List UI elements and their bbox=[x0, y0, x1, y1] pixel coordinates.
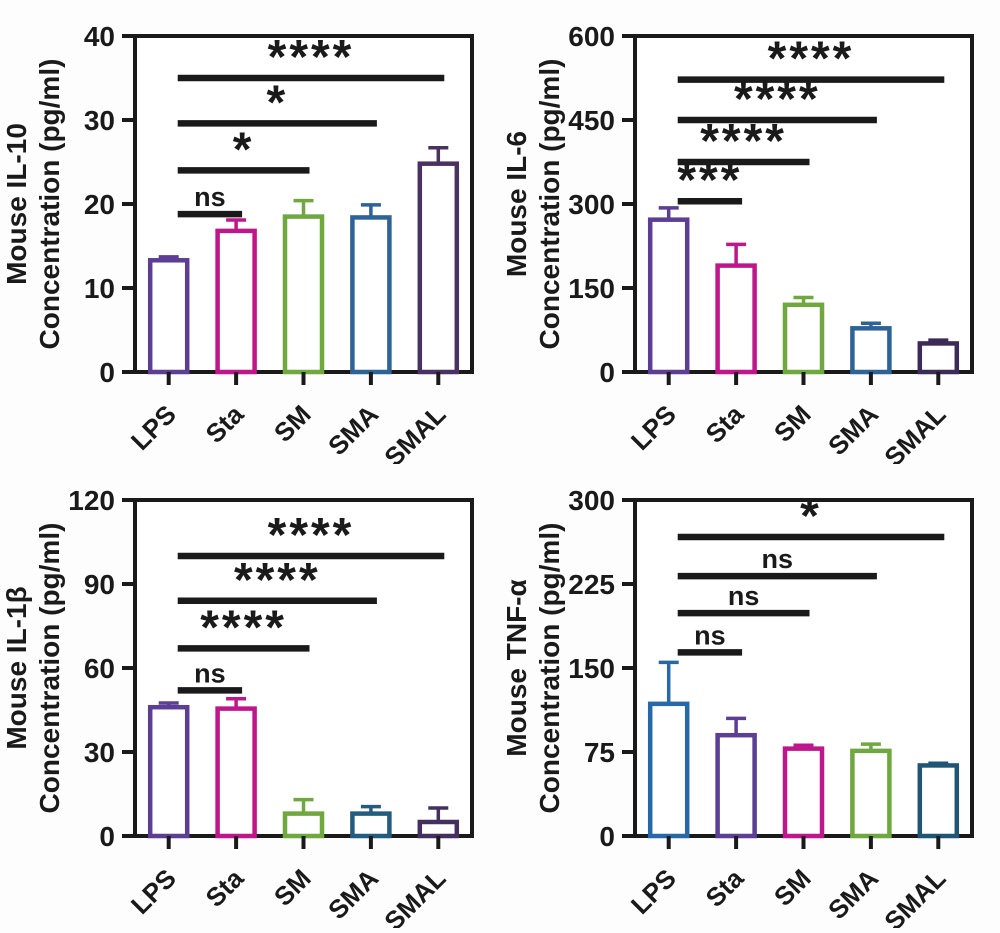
sig-label: **** bbox=[234, 554, 321, 607]
bar-sta bbox=[715, 732, 757, 839]
y-axis-title-line1: Mouse IL-10 bbox=[1, 123, 32, 285]
x-tick-label: SM bbox=[268, 863, 317, 912]
bar-sma bbox=[350, 215, 392, 375]
bar-smal bbox=[917, 341, 960, 375]
bar-smal bbox=[417, 819, 460, 839]
sig-label: ns bbox=[762, 544, 794, 574]
y-tick-label: 60 bbox=[84, 653, 115, 684]
x-tick-label: Sta bbox=[700, 863, 750, 913]
x-tick-label: SMAL bbox=[878, 399, 951, 464]
y-tick-label: 300 bbox=[568, 189, 615, 220]
panel-mouse-il6: 0 150 300 450 600 LPS Sta SM SMA SMAL *** **** **** *… bbox=[500, 0, 1000, 472]
x-tick-label: SM bbox=[768, 863, 817, 912]
y-axis-title-line2: Concentration (pg/ml) bbox=[534, 523, 565, 814]
y-tick-label: 40 bbox=[84, 21, 115, 52]
bar-sta bbox=[215, 228, 257, 375]
bar-sm bbox=[782, 302, 825, 375]
bar-sm bbox=[282, 214, 325, 375]
x-tick-label: SM bbox=[768, 399, 817, 448]
y-axis-title-line2: Concentration (pg/ml) bbox=[34, 523, 65, 814]
sig-label: **** bbox=[200, 601, 287, 654]
bar-lps bbox=[147, 704, 190, 839]
sig-label: **** bbox=[700, 115, 787, 168]
bar-smal bbox=[417, 161, 460, 375]
bar-lps bbox=[647, 217, 690, 375]
x-tick-label: LPS bbox=[625, 399, 682, 456]
bar-smal bbox=[917, 763, 960, 839]
y-axis-title-line2: Concentration (pg/ml) bbox=[34, 59, 65, 350]
x-tick-label: Sta bbox=[200, 399, 250, 449]
sig-label: * bbox=[800, 490, 822, 543]
sig-label: **** bbox=[268, 31, 355, 84]
sig-label: ns bbox=[194, 658, 226, 688]
y-axis-title-line1: Mouse IL-6 bbox=[501, 131, 532, 277]
y-axis-title-line1: Mouse TNF-α bbox=[501, 579, 532, 756]
x-tick-label: SMA bbox=[322, 863, 384, 925]
sig-label: * bbox=[266, 76, 288, 129]
y-tick-label: 75 bbox=[584, 737, 615, 768]
bar-sma bbox=[350, 811, 392, 839]
bar-sm bbox=[782, 746, 825, 839]
bar-sma bbox=[850, 748, 892, 839]
y-tick-label: 10 bbox=[84, 273, 115, 304]
y-tick-label: 300 bbox=[568, 485, 615, 516]
x-tick-label: LPS bbox=[125, 863, 182, 920]
y-tick-label: 450 bbox=[568, 105, 615, 136]
x-tick-label: LPS bbox=[625, 863, 682, 920]
bar-lps bbox=[647, 701, 690, 839]
bar-sta bbox=[215, 706, 257, 839]
x-tick-label: SMAL bbox=[378, 863, 451, 928]
x-tick-label: SM bbox=[268, 399, 317, 448]
x-tick-label: LPS bbox=[125, 399, 182, 456]
y-tick-label: 30 bbox=[84, 737, 115, 768]
panel-mouse-il1b: 0 30 60 90 120 LPS Sta SM SMA SMAL ns **** **** **** M… bbox=[0, 464, 500, 933]
x-tick-label: SMA bbox=[822, 863, 884, 925]
sig-label: ns bbox=[694, 620, 726, 650]
y-axis-title-line1: Mouse IL-1β bbox=[1, 586, 32, 749]
bar-sma bbox=[850, 326, 892, 375]
y-tick-label: 30 bbox=[84, 105, 115, 136]
bar-sm bbox=[282, 811, 325, 839]
y-tick-label: 0 bbox=[99, 357, 115, 388]
y-tick-label: 150 bbox=[568, 653, 615, 684]
y-tick-label: 90 bbox=[84, 569, 115, 600]
y-tick-label: 0 bbox=[99, 821, 115, 852]
bar-sta bbox=[715, 263, 757, 375]
y-axis-title-line2: Concentration (pg/ml) bbox=[534, 59, 565, 350]
bar-lps bbox=[147, 258, 190, 375]
y-tick-label: 0 bbox=[599, 821, 615, 852]
panel-mouse-tnfa: 0 75 150 225 300 LPS Sta SM SMA SMAL ns ns ns * Mouse … bbox=[500, 464, 1000, 933]
y-tick-label: 225 bbox=[568, 569, 615, 600]
x-tick-label: Sta bbox=[200, 863, 250, 913]
y-tick-label: 120 bbox=[68, 485, 115, 516]
sig-label: * bbox=[233, 123, 255, 176]
panel-mouse-il10: 0 10 20 30 40 LPS Sta SM SMA SMAL ns * * **** Mouse IL… bbox=[0, 0, 500, 472]
sig-label: **** bbox=[268, 509, 355, 562]
x-tick-label: SMAL bbox=[378, 399, 451, 464]
y-tick-label: 20 bbox=[84, 189, 115, 220]
y-tick-label: 600 bbox=[568, 21, 615, 52]
y-tick-label: 150 bbox=[568, 273, 615, 304]
sig-label: **** bbox=[768, 33, 855, 86]
y-tick-label: 0 bbox=[599, 357, 615, 388]
x-tick-label: SMA bbox=[822, 399, 884, 461]
x-tick-label: Sta bbox=[700, 399, 750, 449]
x-tick-label: SMAL bbox=[878, 863, 951, 928]
sig-label: ns bbox=[728, 581, 760, 611]
x-tick-label: SMA bbox=[322, 399, 384, 461]
sig-label: ns bbox=[194, 182, 226, 212]
